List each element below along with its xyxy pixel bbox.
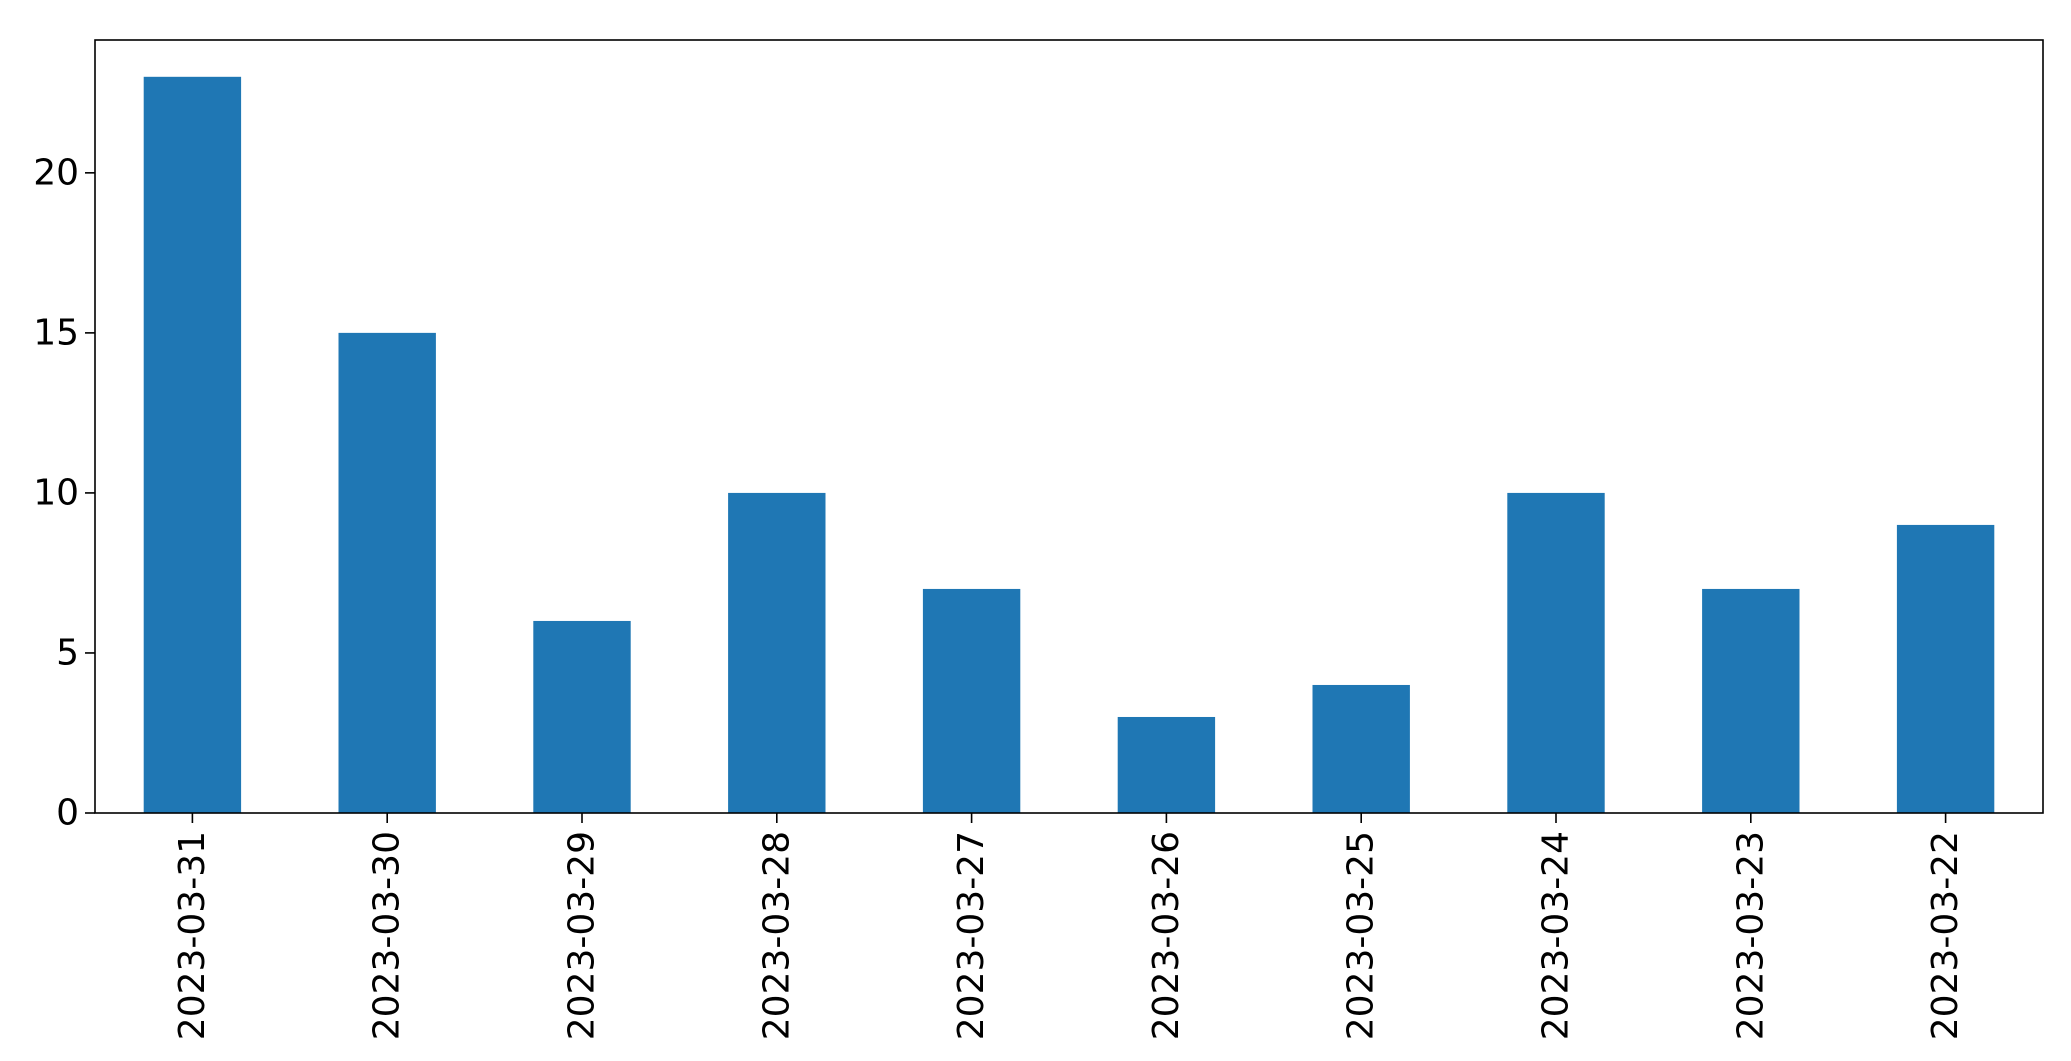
x-tick-label: 2023-03-29: [562, 831, 603, 1040]
y-tick-label: 0: [56, 793, 79, 834]
y-axis-ticks: 0 5 10 15 20: [33, 152, 95, 834]
y-tick-label: 20: [33, 152, 79, 193]
y-tick-label: 5: [56, 632, 79, 673]
x-tick-label: 2023-03-28: [756, 831, 797, 1040]
x-tick-label: 2023-03-31: [172, 831, 213, 1040]
bar-2023-03-25: [1312, 684, 1410, 813]
x-tick-label: 2023-03-30: [367, 831, 408, 1040]
x-axis-ticks: 2023-03-31 2023-03-30 2023-03-29 2023-03-28…: [172, 813, 1966, 1040]
bar-2023-03-31: [143, 76, 242, 814]
y-tick-label: 15: [33, 312, 79, 353]
x-tick-label: 2023-03-27: [951, 831, 992, 1040]
x-tick-label: 2023-03-26: [1146, 831, 1187, 1040]
bar-2023-03-23: [1702, 588, 1800, 813]
bar-2023-03-26: [1117, 716, 1216, 813]
x-tick-label: 2023-03-24: [1536, 831, 1577, 1040]
plot-frame: [94, 39, 2044, 814]
y-tick-label: 10: [33, 472, 79, 513]
bar-2023-03-28: [728, 492, 826, 813]
bar-2023-03-29: [533, 620, 631, 813]
x-tick-label: 2023-03-25: [1341, 831, 1382, 1040]
bar-2023-03-22: [1896, 524, 1995, 813]
bar-2023-03-27: [922, 588, 1021, 813]
bar-2023-03-30: [338, 332, 436, 813]
bars-layer: [143, 76, 1995, 814]
bar-2023-03-24: [1507, 492, 1605, 813]
x-tick-label: 2023-03-23: [1730, 831, 1771, 1040]
x-tick-label: 2023-03-22: [1925, 831, 1966, 1040]
